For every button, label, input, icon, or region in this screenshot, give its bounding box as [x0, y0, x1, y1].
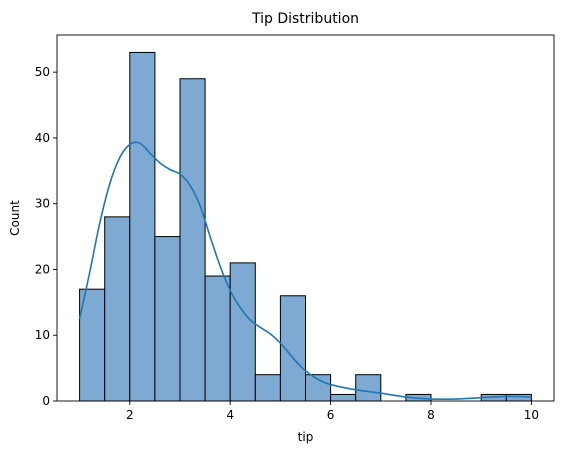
x-tick-label-4: 4	[226, 408, 234, 422]
histogram-bar-7	[254, 374, 281, 402]
kde-layer	[78, 141, 532, 401]
histogram-bar-11	[355, 374, 382, 402]
axes-layer: 2 4 6 8 10 0 10 20 30 40 50	[35, 34, 555, 422]
x-tick-label-6: 6	[327, 408, 335, 422]
y-tick-label-0: 0	[42, 394, 50, 408]
y-tick-label-10: 10	[35, 328, 50, 342]
y-tick-label-50: 50	[35, 65, 50, 79]
plot-frame	[56, 34, 555, 402]
histogram-bar-5	[204, 275, 231, 402]
histogram-bar-4	[179, 78, 206, 402]
histogram-bar-1	[104, 216, 131, 402]
bars-layer	[79, 51, 532, 402]
histogram-bar-10	[330, 393, 357, 402]
x-axis-label: tip	[298, 430, 314, 444]
x-tick-label-8: 8	[427, 408, 435, 422]
histogram-bar-2	[129, 51, 156, 402]
y-axis-label: Count	[8, 200, 22, 236]
y-tick-label-20: 20	[35, 262, 50, 276]
kde-curve	[78, 141, 532, 401]
x-tick-label-10: 10	[524, 408, 539, 422]
y-tick-label-40: 40	[35, 131, 50, 145]
chart-title: Tip Distribution	[251, 11, 359, 27]
histogram-bar-3	[154, 236, 181, 402]
y-tick-label-30: 30	[35, 197, 50, 211]
histogram-bar-0	[79, 288, 106, 402]
x-tick-label-2: 2	[126, 408, 134, 422]
histogram-bar-6	[229, 262, 256, 402]
